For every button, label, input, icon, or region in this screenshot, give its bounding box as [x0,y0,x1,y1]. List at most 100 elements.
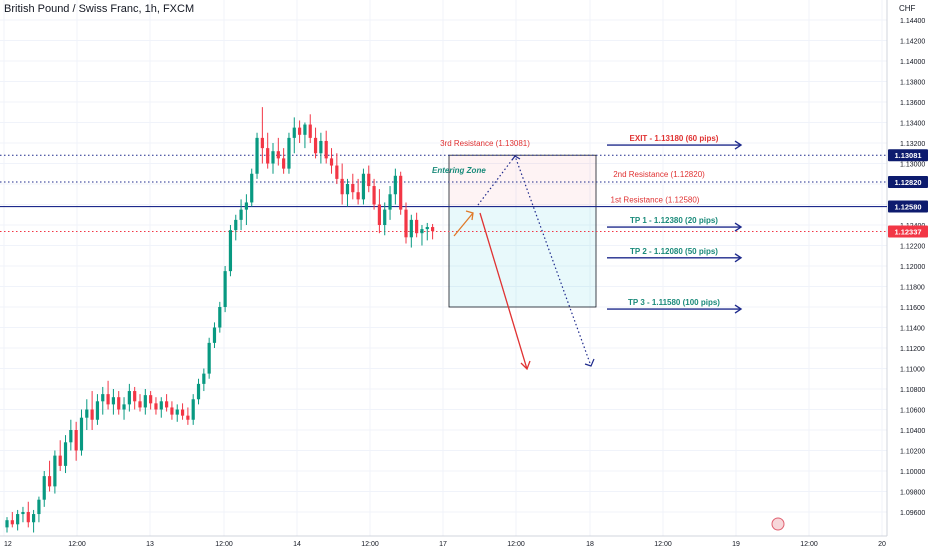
candle-body [282,158,286,169]
candle-body [138,401,142,408]
candle-body [85,409,89,418]
candle-body [271,151,275,164]
candle-body [133,391,137,402]
candle-body [180,409,185,416]
y-tick-label: 1.11200 [900,346,925,353]
candle-body [244,202,248,210]
y-tick-label: 1.11400 [900,326,925,333]
x-tick-label: 17 [439,541,447,548]
price-badge-label: 1.12580 [894,203,921,212]
y-tick-label: 1.13000 [900,162,925,169]
x-tick-label: 14 [293,541,301,548]
candle-body [372,186,376,205]
candle-body [63,442,68,466]
candle-body [32,514,36,523]
chart-title: British Pound / Swiss Franc, 1h, FXCM [4,3,195,15]
candle-body [420,229,424,234]
candle-body [21,512,25,515]
target-zone-box [448,206,597,308]
candle-body [170,407,174,415]
candle-body [154,403,158,410]
price-badge-label: 1.12337 [894,227,921,236]
candle-body [345,184,350,195]
candle-body [324,140,328,159]
candle-body [298,127,302,135]
candle-body [255,137,259,174]
y-tick-label: 1.13600 [900,100,925,107]
x-tick-label: 12:00 [68,541,86,548]
candle-body [165,401,169,408]
candle-body [340,178,344,195]
y-tick-label: 1.14400 [900,18,925,25]
price-badge [888,175,928,188]
y-tick-label: 1.12000 [900,264,925,271]
candle-body [377,204,381,225]
candle-body [287,137,291,169]
x-tick-label: 12:00 [507,541,525,548]
candle-body [26,512,30,523]
target-arrow-head [734,253,743,263]
candle-body [399,175,403,210]
candle-body [175,409,179,415]
x-tick-label: 12:00 [215,541,233,548]
price-badge-label: 1.13081 [894,151,921,160]
candle-body [234,219,238,231]
candle-body [127,391,131,405]
candle-body [431,227,435,232]
candle-body [186,415,190,420]
price-badge [888,149,928,162]
y-tick-label: 1.11000 [900,367,925,374]
y-tick-label: 1.12200 [900,244,925,251]
price-badge-label: 1.12820 [894,178,921,187]
tradingview-icon [771,517,785,531]
entry-arrow-head [465,210,474,221]
candle-body [367,173,371,187]
candle-body [292,127,296,138]
alt-path-peak-head [511,155,521,161]
candle-body [415,219,419,234]
x-tick-label: 12:00 [361,541,379,548]
entering-zone-box [448,154,597,207]
candle-body [356,192,360,200]
y-tick-label: 1.09800 [900,490,925,497]
candle-body [276,151,280,159]
y-tick-label: 1.11600 [900,305,925,312]
candle-body [58,455,62,466]
y-tick-label: 1.10200 [900,449,925,456]
candle-body [383,209,387,225]
candle-body [266,148,270,164]
y-tick-label: 1.14200 [900,39,925,46]
y-tick-label: 1.10000 [900,469,925,476]
candle-body [303,124,307,135]
candle-body [95,401,100,420]
candle-body [393,175,397,195]
candle-body [218,307,222,328]
x-tick-label: 12:00 [654,541,672,548]
candle-body [47,476,52,487]
candle-body [308,124,312,138]
candle-body [207,342,211,374]
target-label: TP 3 - 1.11580 (100 pips) [628,298,720,307]
x-tick-label: 19 [732,541,740,548]
candle-body [159,401,163,410]
drop-arrow-head [520,360,531,371]
candle-body [106,394,110,405]
candle-body [69,430,73,443]
candle-body [388,194,392,210]
candle-body [260,137,264,149]
drop-arrow [479,212,528,370]
candle-body [37,499,41,515]
candle-body [90,409,94,420]
candle-body [5,520,9,528]
target-arrow-head [734,304,743,314]
candle-body [335,165,339,179]
candle-body [117,397,121,410]
candle-body [319,140,323,154]
y-tick-label: 1.09600 [900,510,925,517]
y-tick-label: 1.10400 [900,428,925,435]
candle-body [351,184,355,193]
y-tick-label: 1.11800 [900,285,925,292]
entry-arrow [453,212,474,237]
